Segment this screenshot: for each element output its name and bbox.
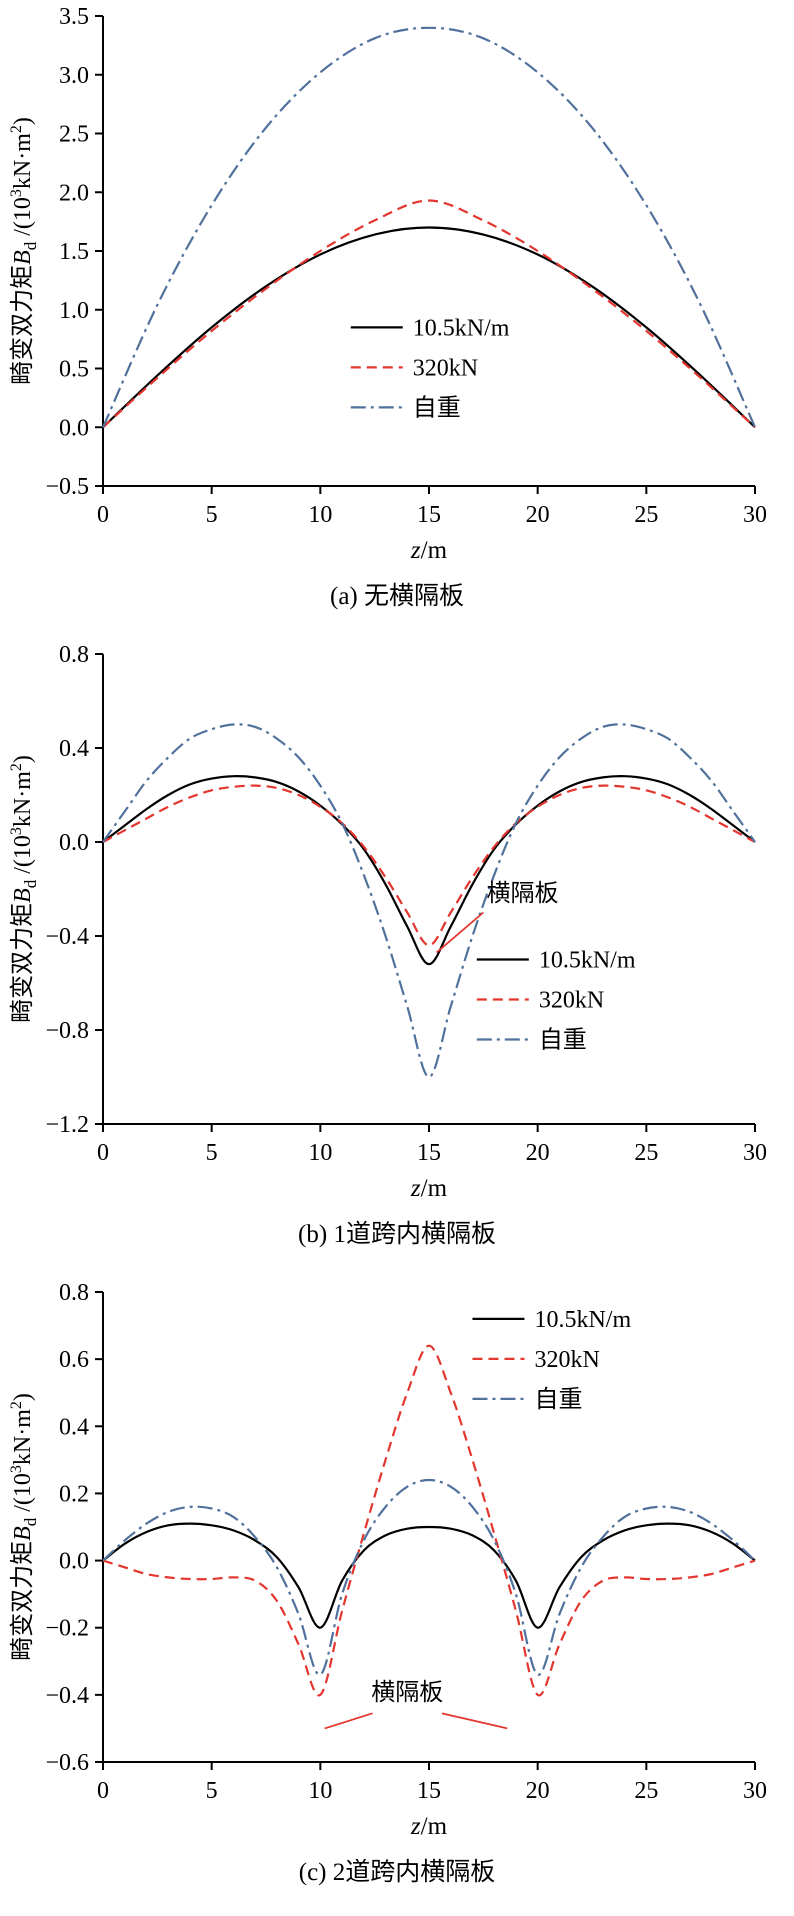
y-tick-label: −0.8 (45, 1018, 89, 1044)
x-tick-label: 0 (97, 502, 109, 528)
ticks: 0 5 10 15 20 25 30 −1.2 −0.8 −0.4 0.0 0.4 0.8 (45, 642, 767, 1166)
x-tick-label: 30 (743, 1140, 767, 1166)
annotation: 横隔板 (324, 1679, 508, 1730)
y-tick-label: 2.0 (59, 180, 89, 206)
chart-a-canvas: 0 5 10 15 20 25 30 −0.5 0.0 0.5 1.0 1.5 2.0 2.5 3.0 3.5… (8, 4, 767, 564)
x-tick-label: 15 (417, 1140, 441, 1166)
y-tick-label: 0.4 (59, 1414, 89, 1440)
y-tick-label: 0.8 (59, 1280, 89, 1306)
y-tick-label: 0.8 (59, 642, 89, 668)
chart-c-block: 0 5 10 15 20 25 30 −0.6 −0.4 −0.2 0.0 0.2 0.4 0.6 0.8 1… (0, 1276, 794, 1914)
y-tick-label: −1.2 (45, 1112, 89, 1138)
y-tick-label: 0.6 (59, 1347, 89, 1373)
ticks: 0 5 10 15 20 25 30 −0.5 0.0 0.5 1.0 1.5 2.0 2.5 3.0 3.5 (45, 4, 767, 528)
legend-label: 10.5kN/m (534, 1307, 631, 1333)
y-tick-label: −0.2 (45, 1616, 89, 1642)
legend-label: 320kN (413, 355, 478, 381)
legend-label: 10.5kN/m (539, 948, 636, 974)
axes (102, 654, 755, 1125)
x-axis-label: z/m (410, 537, 448, 564)
y-tick-label: 0.0 (59, 415, 89, 441)
y-axis-label: 畸变双力矩Bd /(103kN·m2) (8, 755, 40, 1023)
ticks: 0 5 10 15 20 25 30 −0.6 −0.4 −0.2 0.0 0.2 0.4 0.6 0.8 (45, 1280, 767, 1804)
annotation-leader-line (324, 1712, 373, 1730)
chart-b-block: 0 5 10 15 20 25 30 −1.2 −0.8 −0.4 0.0 0.4 0.8 10.5kN/… (0, 638, 794, 1276)
legend-label: 自重 (413, 394, 461, 421)
series-line-0 (102, 1522, 756, 1629)
annotation-leader-line (441, 1712, 508, 1730)
x-tick-label: 5 (206, 502, 218, 528)
legend-label: 320kN (534, 1347, 599, 1373)
x-tick-label: 20 (526, 1778, 550, 1804)
x-axis-label: z/m (410, 1813, 448, 1840)
series-line-1 (102, 1344, 756, 1697)
series-line-1 (102, 199, 756, 429)
x-tick-label: 25 (634, 1140, 658, 1166)
y-tick-label: 0.0 (59, 830, 89, 856)
y-tick-label: 0.4 (59, 736, 89, 762)
series-line-2 (102, 723, 756, 1079)
x-tick-label: 0 (97, 1140, 109, 1166)
y-tick-label: 1.5 (59, 239, 89, 265)
x-tick-label: 5 (206, 1778, 218, 1804)
chart-a-block: 0 5 10 15 20 25 30 −0.5 0.0 0.5 1.0 1.5 2.0 2.5 3.0 3.5… (0, 0, 794, 638)
chart-a-caption: (a) 无横隔板 (330, 583, 464, 610)
y-axis-label: 畸变双力矩Bd /(103kN·m2) (8, 1393, 40, 1661)
y-tick-label: 0.5 (59, 357, 89, 383)
legend-label: 自重 (539, 1027, 587, 1054)
legend-label: 10.5kN/m (413, 315, 510, 341)
series-line-2 (101, 26, 757, 428)
annotation-label: 横隔板 (486, 880, 558, 907)
series-line-0 (102, 775, 756, 966)
x-tick-label: 30 (743, 502, 767, 528)
x-tick-label: 0 (97, 1778, 109, 1804)
x-tick-label: 20 (526, 1140, 550, 1166)
legend: 10.5kN/m 320kN 自重 (350, 315, 510, 421)
y-axis-label: 畸变双力矩Bd /(103kN·m2) (8, 117, 40, 385)
y-tick-label: 1.0 (59, 298, 89, 324)
legend-label: 自重 (534, 1386, 582, 1413)
chart-b-caption: (b) 1道跨内横隔板 (298, 1221, 496, 1248)
series-line-0 (102, 226, 756, 429)
x-tick-label: 10 (308, 502, 332, 528)
annotation-leader-line (436, 911, 484, 954)
legend: 10.5kN/m 320kN 自重 (476, 948, 636, 1054)
legend: 10.5kN/m 320kN 自重 (472, 1307, 631, 1413)
y-tick-label: −0.6 (45, 1750, 89, 1776)
x-tick-label: 25 (634, 502, 658, 528)
y-tick-label: 3.0 (59, 63, 89, 89)
x-tick-label: 15 (417, 502, 441, 528)
annotation-label: 横隔板 (371, 1679, 443, 1706)
x-axis-label: z/m (410, 1175, 448, 1202)
chart-c-caption: (c) 2道跨内横隔板 (298, 1859, 496, 1886)
series-line-1 (102, 784, 756, 947)
y-tick-label: −0.4 (45, 924, 89, 950)
y-tick-label: 0.0 (59, 1549, 89, 1575)
y-tick-label: 3.5 (59, 4, 89, 30)
series-line-2 (102, 1478, 756, 1676)
x-tick-label: 15 (417, 1778, 441, 1804)
x-tick-label: 30 (743, 1778, 767, 1804)
y-tick-label: 2.5 (59, 122, 89, 148)
y-tick-label: 0.2 (59, 1481, 89, 1507)
x-tick-label: 10 (308, 1778, 332, 1804)
x-tick-label: 5 (206, 1140, 218, 1166)
y-tick-label: −0.4 (45, 1683, 89, 1709)
x-tick-label: 10 (308, 1140, 332, 1166)
chart-c-canvas: 0 5 10 15 20 25 30 −0.6 −0.4 −0.2 0.0 0.2 0.4 0.6 0.8 1… (8, 1280, 767, 1840)
chart-b-canvas: 0 5 10 15 20 25 30 −1.2 −0.8 −0.4 0.0 0.4 0.8 10.5kN/… (8, 642, 767, 1202)
legend-label: 320kN (539, 988, 604, 1014)
x-tick-label: 20 (526, 502, 550, 528)
x-tick-label: 25 (634, 1778, 658, 1804)
annotation: 横隔板 (436, 880, 558, 954)
y-tick-label: −0.5 (45, 474, 89, 500)
